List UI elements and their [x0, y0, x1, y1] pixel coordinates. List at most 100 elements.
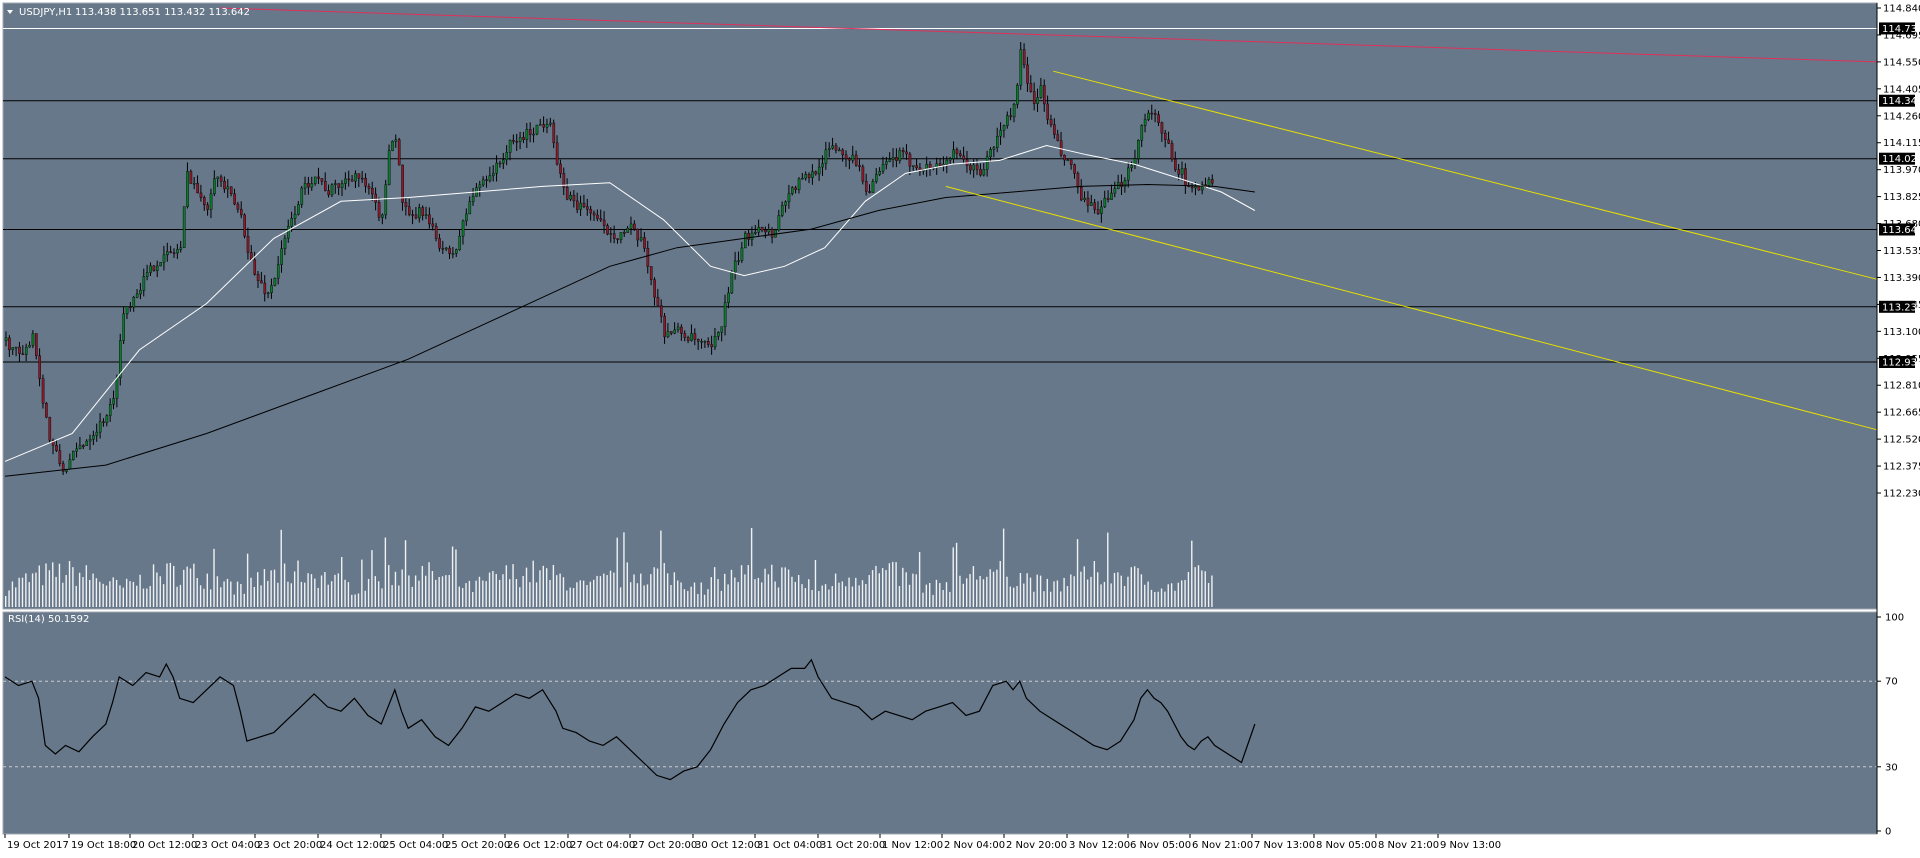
volume-bar: [418, 580, 420, 607]
candle-body: [324, 181, 327, 191]
volume-bar: [898, 586, 901, 607]
volume-bar: [270, 570, 272, 607]
volume-bar: [529, 582, 531, 607]
time-tick-label: 6 Nov 05:00: [1130, 840, 1191, 851]
volume-bar: [166, 563, 168, 607]
trendlines: [219, 7, 1878, 431]
volume-bar: [552, 564, 555, 607]
candle-body: [559, 163, 562, 174]
volume-bar: [777, 587, 780, 607]
candle-body: [754, 232, 757, 234]
candle-body: [169, 251, 173, 253]
volume-bar: [754, 579, 756, 607]
candle-body: [562, 173, 566, 188]
candle-body: [532, 133, 535, 136]
volume-bar: [1070, 574, 1072, 607]
volume-bar: [619, 587, 622, 607]
candle-body: [844, 154, 848, 160]
price-tick-label: 113.535: [1883, 246, 1920, 257]
candle-body: [660, 305, 663, 317]
volume-bar: [1187, 571, 1190, 607]
volume-bar: [1039, 575, 1042, 607]
volume-bar: [1083, 566, 1085, 607]
volume-bar: [791, 576, 793, 607]
volume-bar: [250, 577, 252, 607]
volume-bar: [683, 589, 686, 607]
candle-body: [693, 333, 697, 340]
volume-bar: [1113, 572, 1116, 607]
volume-bar: [512, 564, 514, 607]
volume-bar: [629, 582, 632, 607]
volume-bar: [892, 561, 894, 607]
volume-bar: [485, 581, 487, 607]
price-panel[interactable]: [2, 2, 1878, 610]
price-tick-label: 113.390: [1883, 273, 1920, 284]
candle-body: [243, 214, 246, 237]
volume-bar: [750, 528, 753, 607]
volume-bar: [586, 585, 588, 607]
candle-body: [713, 336, 717, 348]
candle-body: [505, 152, 509, 161]
candle-body: [8, 337, 11, 351]
volume-bar: [1066, 586, 1069, 607]
candle-body: [515, 141, 519, 143]
volume-bar: [609, 570, 612, 607]
candle-body: [1012, 104, 1016, 118]
candle-body: [1046, 103, 1049, 120]
volume-bar: [821, 585, 823, 607]
candle-body: [468, 201, 472, 215]
candle-body: [626, 228, 629, 233]
candle-body: [1086, 197, 1090, 206]
volume-bar: [220, 587, 222, 607]
volume-bar: [408, 575, 410, 607]
volume-bar: [925, 584, 928, 607]
volume-bar: [569, 587, 571, 607]
volume-bar: [156, 572, 158, 607]
candle-body: [51, 439, 55, 446]
volume-bar: [1033, 591, 1035, 607]
price-tick-label: 112.520: [1883, 435, 1920, 446]
volume-bar: [115, 579, 118, 607]
candle-body: [132, 297, 136, 308]
candle-body: [1083, 197, 1086, 201]
price-axis[interactable]: 114.840 114.695 114.550 114.405 114.260 114.1…: [1876, 3, 1920, 834]
candle-body: [646, 248, 650, 267]
volume-bar: [361, 559, 363, 607]
candle-body: [112, 398, 115, 405]
volume-bar: [404, 540, 407, 607]
volume-bar: [236, 581, 239, 607]
candle-body: [1190, 186, 1194, 189]
volume-bar: [697, 594, 699, 607]
volume-bar: [451, 546, 454, 607]
price-tick-label: 113.100: [1883, 327, 1920, 338]
price-tag: [1879, 94, 1915, 107]
volume-bar: [304, 582, 306, 607]
volume-bar: [774, 581, 776, 607]
volume-bar: [277, 582, 279, 607]
price-tag-label: 114.029: [1882, 154, 1920, 165]
volume-bar: [136, 585, 138, 607]
candle-body: [310, 183, 314, 188]
candle-body: [710, 344, 713, 348]
candle-body: [98, 421, 102, 433]
volume-bar: [1110, 583, 1112, 607]
time-tick-label: 8 Nov 21:00: [1378, 840, 1439, 851]
volume-bar: [724, 573, 726, 607]
candle-body: [542, 124, 545, 128]
volume-bar: [1009, 586, 1012, 607]
rsi-panel[interactable]: [2, 611, 1878, 835]
volume-bar: [673, 572, 676, 607]
candle-body: [1063, 154, 1066, 161]
candle-body: [122, 313, 125, 341]
volume-bar: [1090, 576, 1092, 607]
candle-body: [928, 163, 932, 169]
volume-bar: [737, 582, 739, 607]
volume-bar: [31, 573, 34, 607]
volume-bar: [45, 563, 47, 607]
candle-body: [868, 191, 871, 193]
volume-bar: [1080, 571, 1082, 607]
chevron-down-icon[interactable]: [7, 10, 13, 14]
candle-body: [629, 223, 633, 229]
